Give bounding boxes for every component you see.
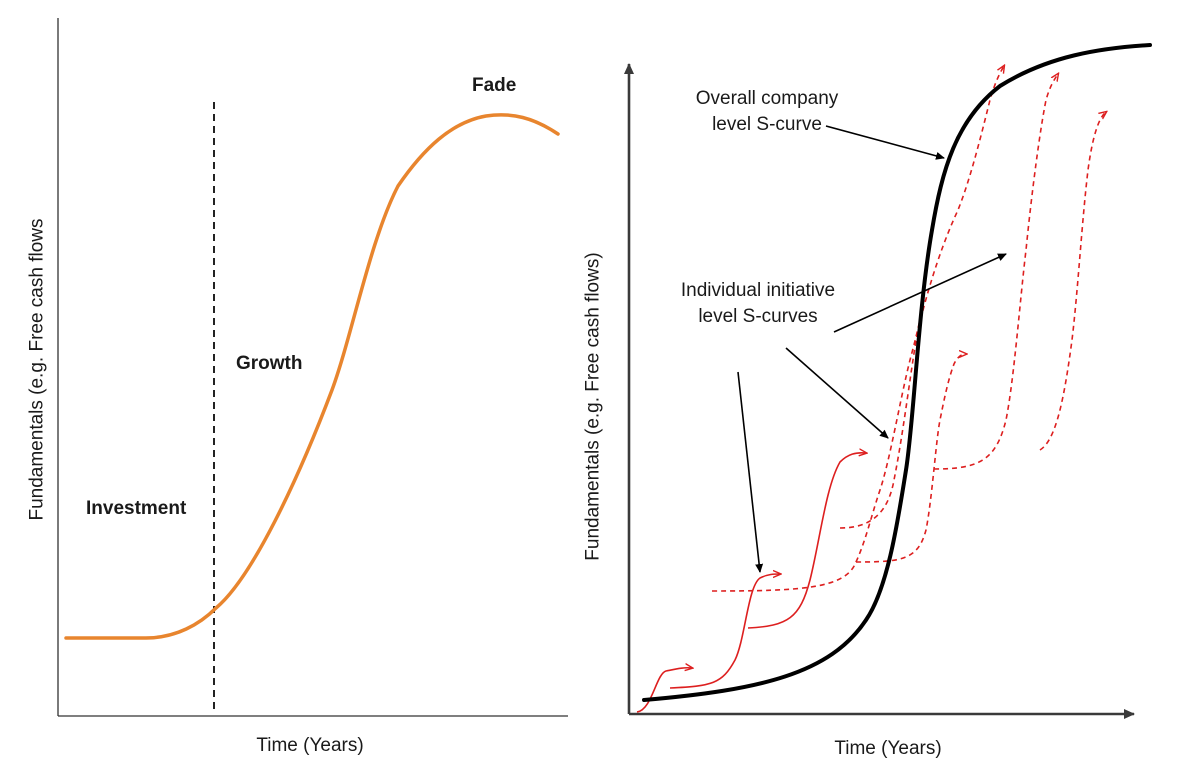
phase-label-investment: Investment	[86, 498, 187, 519]
phase-label-growth: Growth	[236, 353, 303, 374]
initiative-curve-8	[1039, 112, 1106, 451]
arrow-to-company-curve	[825, 125, 945, 160]
initiative-curve-6	[855, 354, 966, 563]
company-curve-label-line-2: level S-curve	[712, 114, 822, 135]
left-chart	[57, 18, 568, 717]
right-chart	[624, 43, 1152, 719]
arrow-to-initiative-mid	[785, 347, 889, 439]
initiative-curve-3	[747, 453, 866, 629]
initiative-curves-label-line-2: level S-curves	[698, 306, 818, 327]
arrow-to-initiative-top	[833, 253, 1007, 333]
lifecycle-curve	[64, 113, 560, 640]
initiative-curve-1	[636, 668, 692, 713]
initiative-curve-4	[711, 299, 925, 592]
phase-label-fade: Fade	[472, 75, 517, 96]
left-x-axis-label: Time (Years)	[256, 735, 364, 756]
arrow-to-initiative-low	[737, 371, 764, 573]
left-y-axis-label: Fundamentals (e.g. Free cash flows	[26, 218, 48, 521]
right-x-axis-label: Time (Years)	[834, 738, 942, 759]
company-curve-callout: Overall company level S-curve	[667, 86, 867, 138]
initiative-curve-5	[839, 66, 1004, 529]
initiative-curves	[636, 66, 1106, 713]
company-s-curve	[642, 43, 1152, 702]
initiative-curves-label-line-1: Individual initiative	[680, 280, 836, 301]
initiative-curve-7	[933, 74, 1058, 470]
company-curve-label-line-1: Overall company	[695, 88, 839, 109]
annotation-arrows	[737, 125, 1007, 573]
initiative-curve-2	[669, 574, 780, 689]
initiative-curves-callout: Individual initiative level S-curves	[638, 278, 878, 330]
right-y-axis-label: Fundamentals (e.g. Free cash flows)	[582, 252, 604, 561]
